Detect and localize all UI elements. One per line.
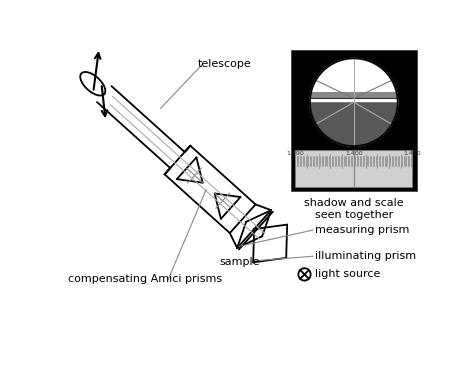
Bar xyxy=(310,92,398,98)
Text: telescope: telescope xyxy=(198,59,251,69)
Text: sample: sample xyxy=(219,257,260,266)
Text: 1.390: 1.390 xyxy=(286,151,304,156)
Bar xyxy=(291,50,417,191)
Wedge shape xyxy=(310,102,398,146)
Bar xyxy=(295,150,412,187)
Circle shape xyxy=(310,58,398,146)
Text: illuminating prism: illuminating prism xyxy=(315,251,416,261)
Text: 1.400: 1.400 xyxy=(345,151,363,156)
Text: 1.410: 1.410 xyxy=(403,151,421,156)
Text: shadow and scale
seen together: shadow and scale seen together xyxy=(304,199,404,220)
Text: compensating Amici prisms: compensating Amici prisms xyxy=(68,274,222,284)
Text: light source: light source xyxy=(315,269,381,279)
Text: measuring prism: measuring prism xyxy=(315,225,409,235)
